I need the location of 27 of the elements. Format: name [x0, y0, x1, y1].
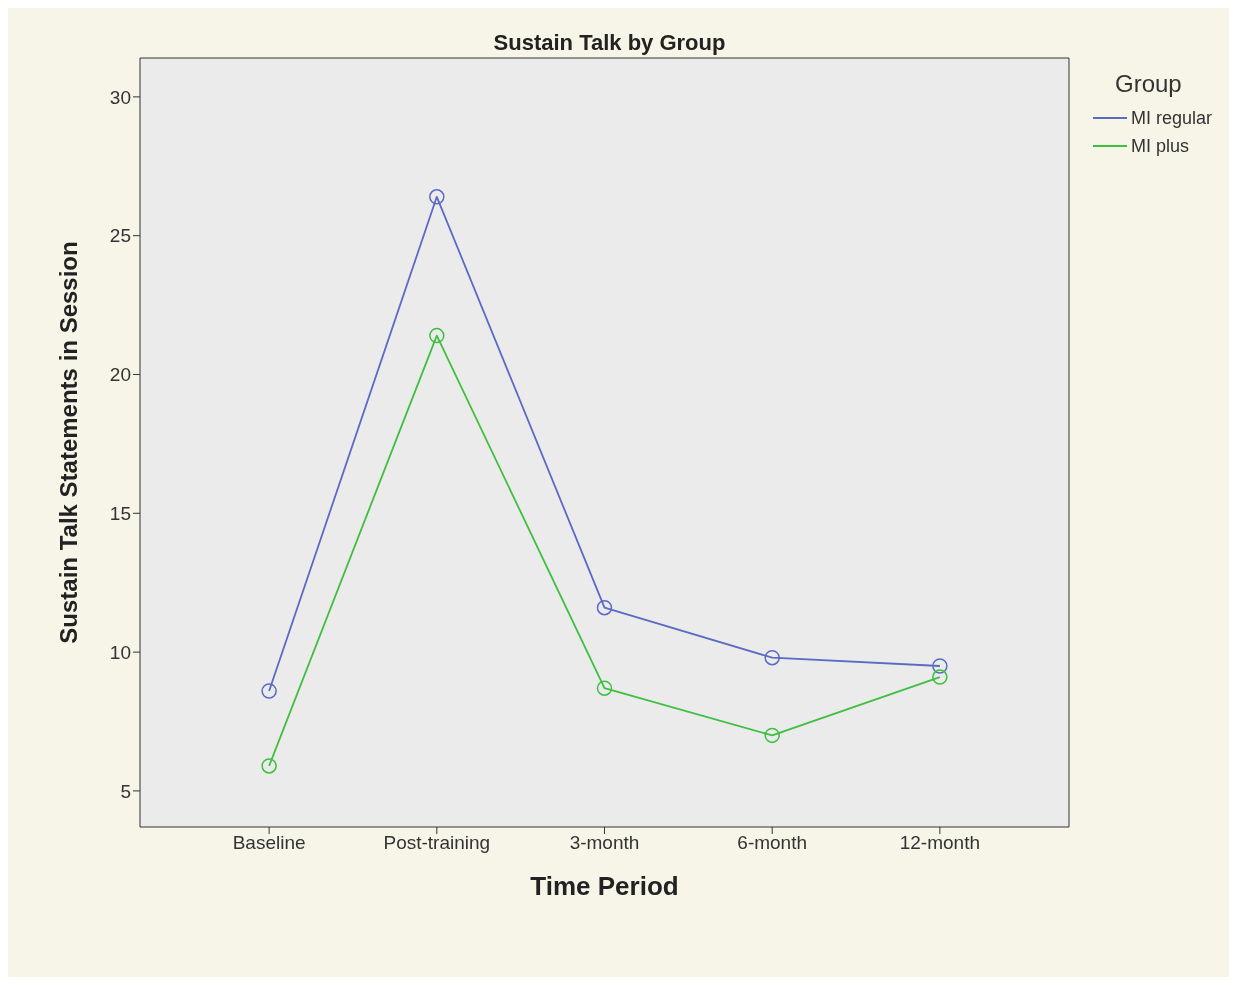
point	[764, 727, 780, 744]
x-tick-label: Post-training	[383, 832, 491, 854]
point	[596, 680, 613, 696]
y-tick-label: 10	[109, 641, 131, 663]
y-tick-label: 15	[109, 503, 131, 525]
point	[932, 658, 948, 674]
x-axis-title: Time Period	[530, 871, 679, 901]
point	[596, 599, 613, 616]
x-tick-label: Baseline	[232, 832, 306, 854]
point	[429, 189, 445, 205]
x-tick-label: 6-month	[737, 832, 808, 854]
point	[429, 327, 445, 344]
legend-label: MI regular	[1131, 107, 1213, 129]
y-axis-title: Sustain Talk Statements in Session	[54, 241, 82, 644]
y-tick-label: 20	[109, 364, 131, 386]
legend-label: MI plus	[1131, 135, 1190, 157]
point	[932, 669, 948, 685]
legend-title: Group	[1115, 70, 1183, 98]
y-tick-label: 5	[120, 780, 131, 802]
y-tick-label: 30	[109, 86, 131, 108]
point	[261, 758, 277, 774]
x-tick-label: 3-month	[569, 832, 640, 854]
x-tick-label: 12-month	[899, 832, 981, 854]
y-tick-label: 25	[109, 225, 131, 247]
point	[261, 683, 277, 699]
point	[764, 649, 780, 666]
chart-title: Sustain Talk by Group	[492, 30, 727, 56]
